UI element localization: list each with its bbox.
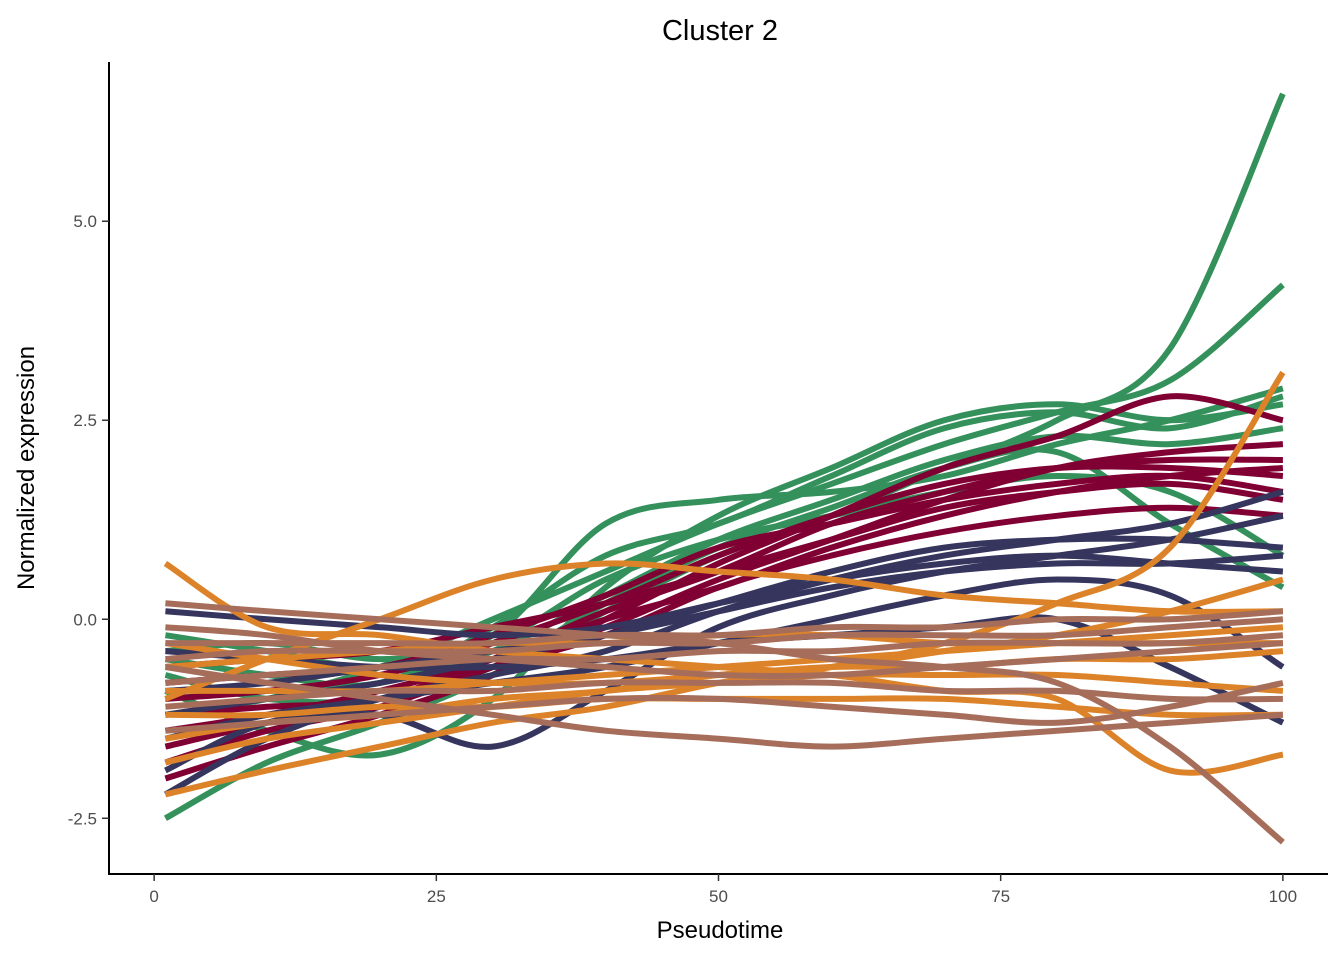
chart-title: Cluster 2 xyxy=(662,15,778,47)
series-line-38 xyxy=(165,624,1284,679)
series-line-37 xyxy=(165,679,1283,710)
y-tick-label: 5.0 xyxy=(73,212,97,231)
series-line-39 xyxy=(165,679,1284,734)
y-tick-label: 2.5 xyxy=(73,411,97,430)
series-line-9 xyxy=(164,393,1284,782)
y-axis-ticks: -2.5 0.0 2.5 5.0 xyxy=(68,212,109,828)
series-line-40 xyxy=(165,616,1284,663)
series-line-5 xyxy=(164,401,1284,759)
series-line-26 xyxy=(164,560,1283,702)
series-lines xyxy=(163,92,1286,845)
series-line-12 xyxy=(165,463,1284,702)
x-axis-ticks: 0 25 50 75 100 xyxy=(149,874,1297,906)
x-tick-label: 25 xyxy=(427,887,446,906)
series-line-36 xyxy=(165,632,1284,686)
series-line-35 xyxy=(165,608,1284,647)
series-line-18 xyxy=(164,512,1284,774)
x-tick-label: 75 xyxy=(991,887,1010,906)
x-tick-label: 50 xyxy=(709,887,728,906)
y-tick-label: -2.5 xyxy=(68,809,97,828)
y-tick-label: 0.0 xyxy=(73,610,97,629)
series-line-20 xyxy=(165,552,1284,639)
x-axis-title: Pseudotime xyxy=(657,917,784,944)
x-tick-label: 0 xyxy=(149,887,158,906)
y-axis-title: Normalized expression xyxy=(13,346,40,590)
x-tick-label: 100 xyxy=(1269,887,1297,906)
